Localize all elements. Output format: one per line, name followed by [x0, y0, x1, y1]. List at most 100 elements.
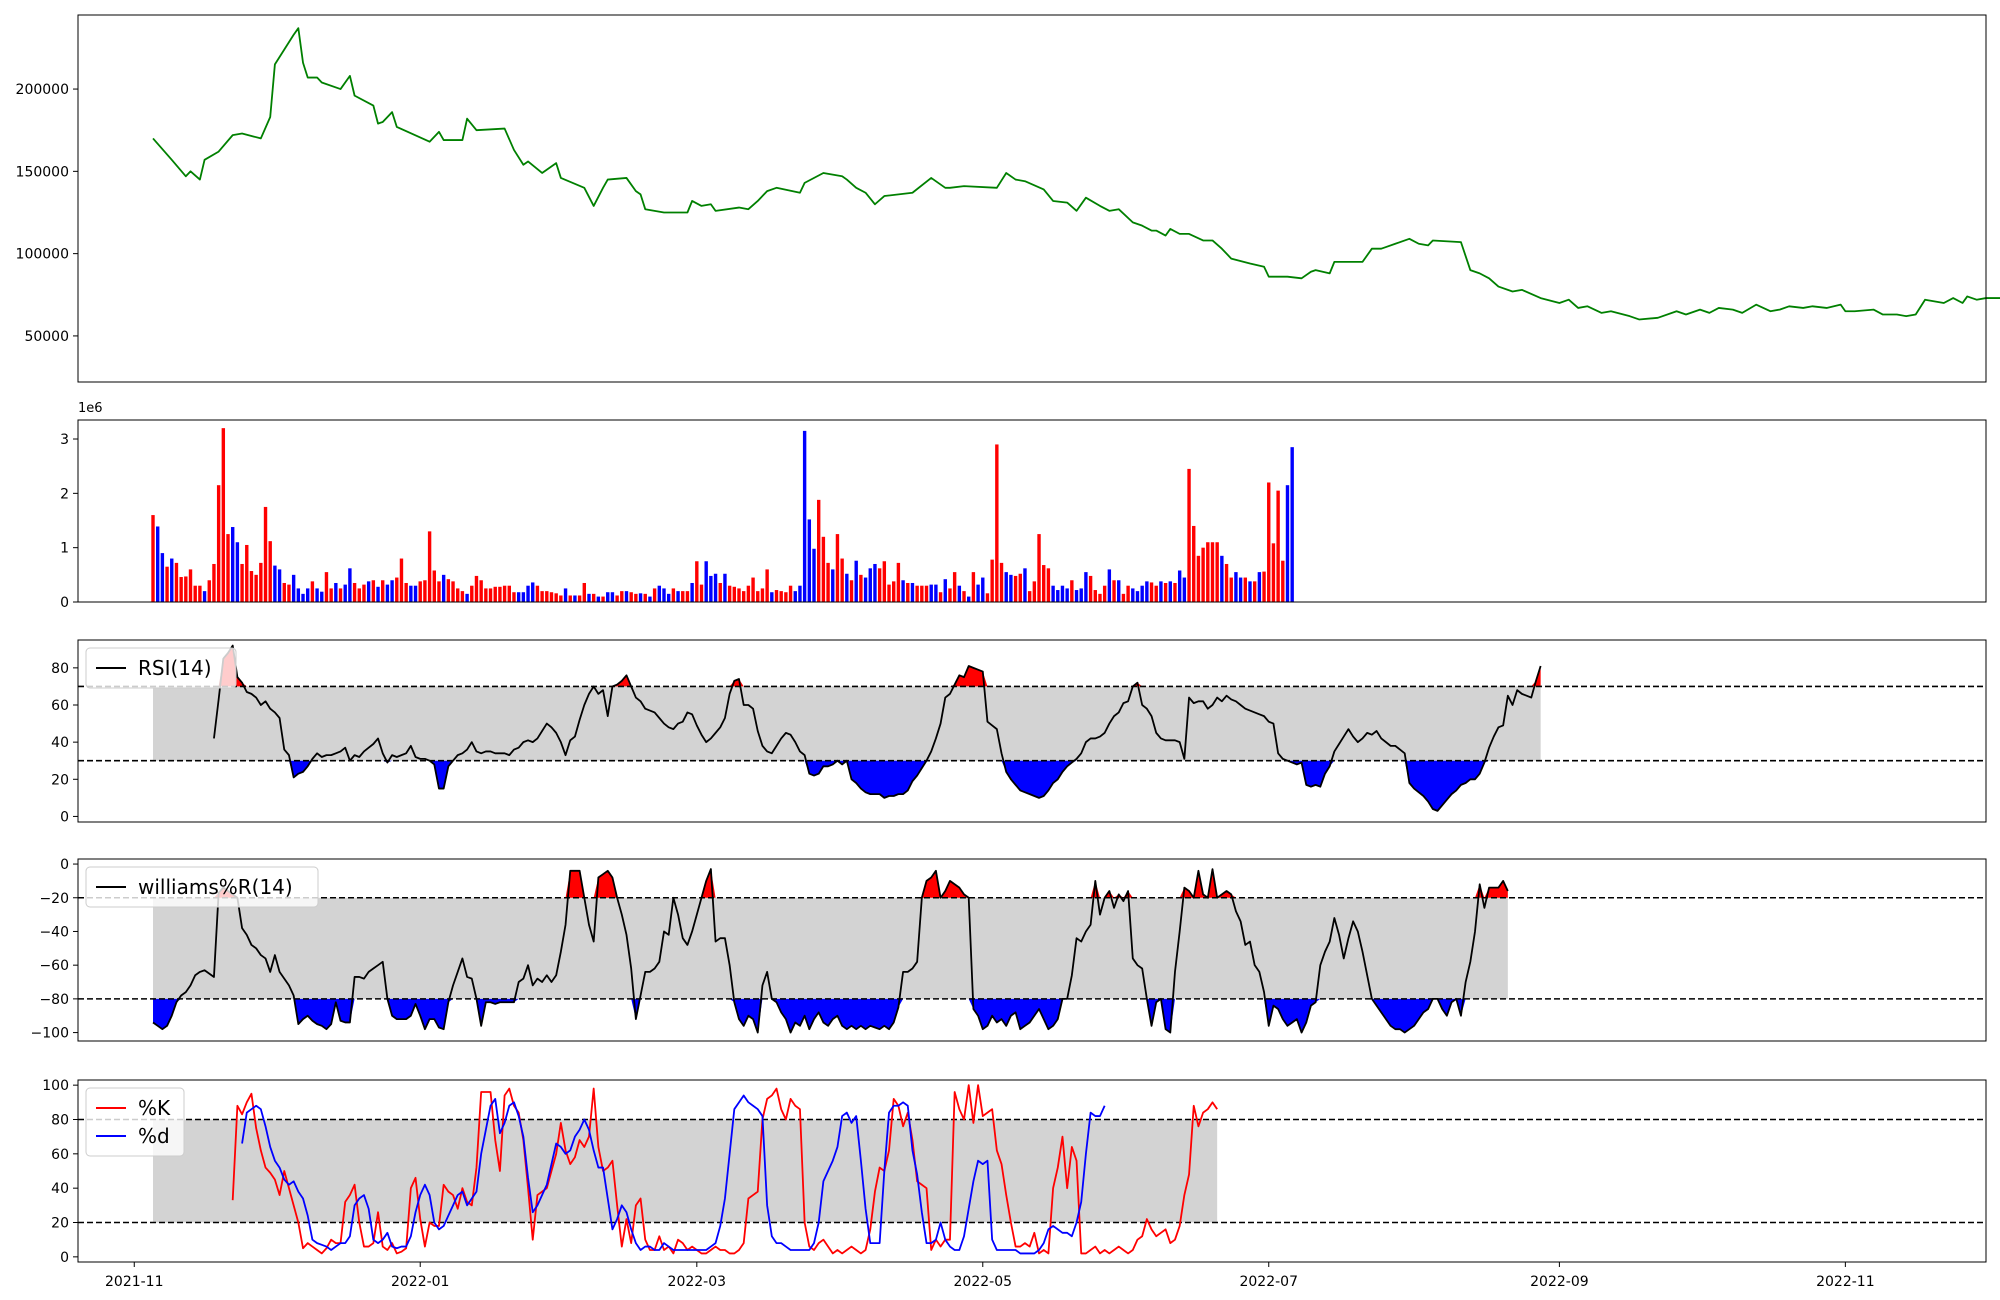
legend-label: williams%R(14) — [138, 875, 293, 899]
volume-bar — [896, 562, 901, 602]
volume-bar — [1004, 572, 1008, 602]
volume-bar — [1215, 542, 1219, 602]
volume-bar — [591, 593, 596, 602]
price-line-layer — [152, 27, 2000, 321]
volume-bar — [507, 585, 511, 602]
volume-bar — [540, 591, 544, 602]
volume-bar — [240, 563, 244, 602]
volume-bar — [892, 581, 896, 602]
volume-bar-layer — [151, 428, 1294, 602]
williams-legend: williams%R(14) — [85, 866, 319, 908]
rsi-legend: RSI(14) — [85, 647, 237, 689]
volume-bar — [999, 562, 1004, 602]
volume-bar — [1177, 570, 1182, 602]
volume-bar — [521, 592, 526, 602]
volume-bar — [798, 585, 802, 602]
volume-bar — [849, 580, 854, 602]
volume-bar — [1238, 577, 1243, 602]
volume-bar — [1192, 525, 1196, 602]
volume-bar — [920, 585, 924, 602]
volume-bar — [526, 585, 530, 602]
y-tick-label: 0 — [60, 1250, 69, 1266]
volume-bar — [610, 592, 615, 602]
volume-bar — [324, 572, 329, 602]
volume-bar — [943, 579, 947, 602]
volume-bar — [1056, 590, 1060, 602]
volume-bar — [1013, 575, 1018, 602]
stochastic-line-layer — [78, 1084, 1986, 1255]
williams-y-ticks: −100 −80 −60 −40 −20 0 — [31, 857, 78, 1042]
volume-bar — [1135, 591, 1140, 602]
volume-bar — [381, 580, 385, 602]
volume-bar — [845, 573, 849, 602]
volume-bar — [263, 506, 268, 602]
rsi-line-layer — [78, 644, 1986, 812]
volume-bar — [291, 574, 296, 602]
stochastic-legend: %K %d — [85, 1087, 185, 1157]
volume-bar — [657, 585, 662, 602]
volume-bar — [170, 558, 174, 602]
volume-bar — [638, 593, 643, 602]
volume-bar — [184, 576, 188, 602]
volume-bar — [1276, 490, 1280, 602]
volume-bar — [938, 592, 943, 602]
volume-bar — [887, 584, 891, 602]
volume-bar — [235, 542, 240, 602]
volume-bar — [413, 585, 418, 602]
y-tick-label: 60 — [51, 1147, 69, 1163]
volume-bar — [254, 574, 258, 602]
volume-bar — [995, 444, 999, 602]
volume-bar — [601, 596, 605, 602]
legend-label: %d — [138, 1124, 170, 1148]
volume-bar — [962, 591, 966, 602]
x-tick-label: 2022-09 — [1530, 1274, 1589, 1290]
volume-bar — [760, 588, 765, 602]
volume-bar — [306, 588, 310, 602]
volume-bar — [568, 595, 572, 602]
volume-bar — [474, 575, 479, 602]
volume-bar — [277, 569, 282, 602]
volume-bar — [470, 585, 474, 602]
volume-bar — [512, 592, 516, 602]
y-tick-label: 3 — [60, 432, 69, 448]
neutral-band — [153, 1119, 1218, 1223]
volume-bar — [151, 515, 155, 602]
volume-bar — [1140, 585, 1144, 602]
volume-bar — [1163, 582, 1168, 602]
volume-bar — [817, 499, 821, 602]
volume-bar — [1046, 568, 1051, 602]
y-tick-label: 80 — [51, 1112, 69, 1128]
volume-bar — [1070, 580, 1074, 602]
volume-bar — [1182, 577, 1187, 602]
volume-bar — [320, 591, 324, 602]
volume-bar — [198, 585, 202, 602]
volume-y-ticks: 0 1 2 3 — [60, 432, 78, 611]
overbought-fill — [153, 869, 1508, 898]
volume-bar — [906, 582, 910, 602]
volume-bar — [1009, 574, 1013, 602]
volume-bar — [216, 485, 221, 602]
volume-bar — [1154, 585, 1158, 602]
volume-bar — [709, 575, 713, 602]
volume-bar — [1093, 590, 1097, 602]
volume-bar — [770, 592, 774, 602]
volume-bar — [409, 585, 413, 602]
volume-bar — [226, 534, 230, 602]
volume-bar — [685, 591, 690, 602]
volume-bar — [465, 593, 469, 602]
volume-bar — [212, 563, 216, 602]
volume-bar — [924, 585, 929, 602]
volume-bar — [737, 588, 741, 602]
volume-bar — [1281, 560, 1285, 602]
volume-bar — [746, 585, 751, 602]
oscillator-line — [152, 868, 1509, 1034]
volume-bar — [427, 531, 432, 602]
volume-bar — [446, 579, 451, 602]
volume-bar — [437, 581, 441, 602]
volume-bar — [296, 588, 301, 602]
volume-bar — [493, 586, 497, 602]
volume-bar — [1290, 447, 1294, 602]
volume-bar — [207, 580, 211, 602]
volume-bar — [648, 596, 652, 602]
